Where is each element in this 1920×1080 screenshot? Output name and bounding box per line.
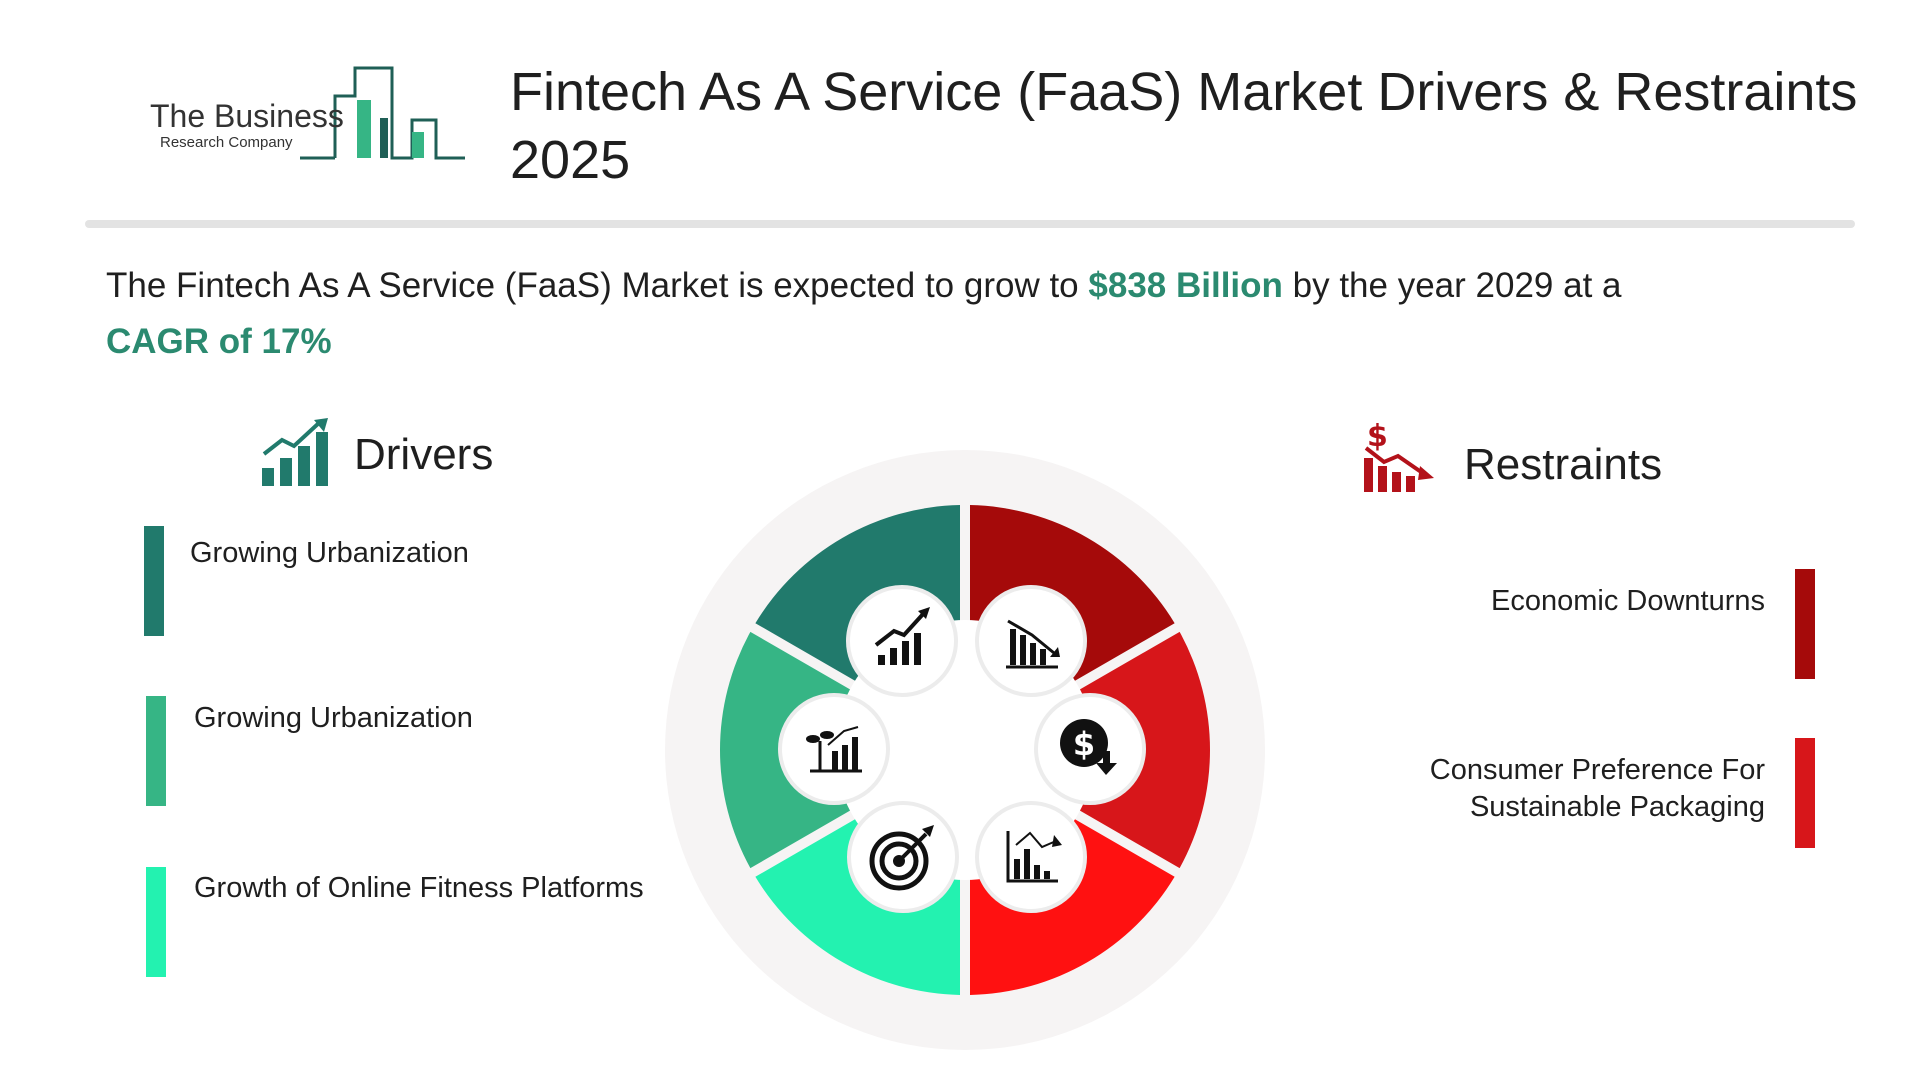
- summary-text-1: The Fintech As A Service (FaaS) Market i…: [106, 266, 1089, 305]
- restraint-2-label: Consumer Preference For Sustainable Pack…: [1430, 752, 1765, 826]
- svg-text:$: $: [1367, 419, 1388, 454]
- dollar-decline-chart-icon: $: [1364, 419, 1434, 492]
- plant-growth-chart-icon: [806, 726, 862, 773]
- logo-subtitle: Research Company: [160, 134, 293, 151]
- cagr-label: CAGR of: [106, 322, 252, 361]
- logo-buildings-icon: [300, 66, 465, 160]
- summary-text-2: by the year 2029 at a: [1282, 266, 1622, 305]
- growth-chart-icon: [262, 418, 328, 486]
- driver-2-label: Growing Urbanization: [194, 702, 473, 734]
- wheel-icon-growth-chart: [846, 585, 958, 697]
- restraints-heading-label: Restraints: [1464, 440, 1663, 489]
- svg-text:$: $: [1073, 725, 1095, 763]
- driver-1-label: Growing Urbanization: [190, 537, 469, 569]
- restraint-2-label-line2: Sustainable Packaging: [1469, 791, 1765, 823]
- restraint-1-bar: [1795, 569, 1815, 679]
- company-logo: The Business Research Company: [150, 60, 470, 170]
- drivers-heading-label: Drivers: [354, 430, 494, 479]
- drivers-restraints-wheel: $: [665, 450, 1265, 1050]
- wheel-icon-plant-growth: [778, 693, 890, 805]
- market-value: $838 Billion: [1088, 266, 1283, 305]
- driver-3-bar: [146, 867, 166, 977]
- restraint-2-bar: [1795, 738, 1815, 848]
- cagr-value: 17%: [261, 322, 332, 361]
- driver-3-label: Growth of Online Fitness Platforms: [194, 872, 644, 904]
- header-divider: [85, 220, 1855, 228]
- restraint-2-label-line1: Consumer Preference For: [1429, 754, 1765, 786]
- page-title: Fintech As A Service (FaaS) Market Drive…: [510, 62, 1858, 190]
- growth-chart-icon: [874, 607, 930, 665]
- dollar-down-icon: $: [1060, 719, 1117, 775]
- target-icon: [869, 825, 934, 891]
- wheel-icon-dollar-down: $: [1034, 693, 1146, 805]
- wheel-icon-declining-bars: [975, 585, 1087, 697]
- market-summary: The Fintech As A Service (FaaS) Market i…: [106, 258, 1826, 370]
- declining-trend-chart-icon: [1006, 831, 1062, 883]
- driver-1-bar: [144, 526, 164, 636]
- restraint-1-label: Economic Downturns: [1491, 585, 1765, 617]
- declining-bars-icon: [1006, 619, 1060, 669]
- driver-2-bar: [146, 696, 166, 806]
- wheel-icon-declining-trend: [975, 801, 1087, 913]
- logo-name: The Business: [150, 98, 344, 134]
- wheel-icon-target: [847, 801, 959, 913]
